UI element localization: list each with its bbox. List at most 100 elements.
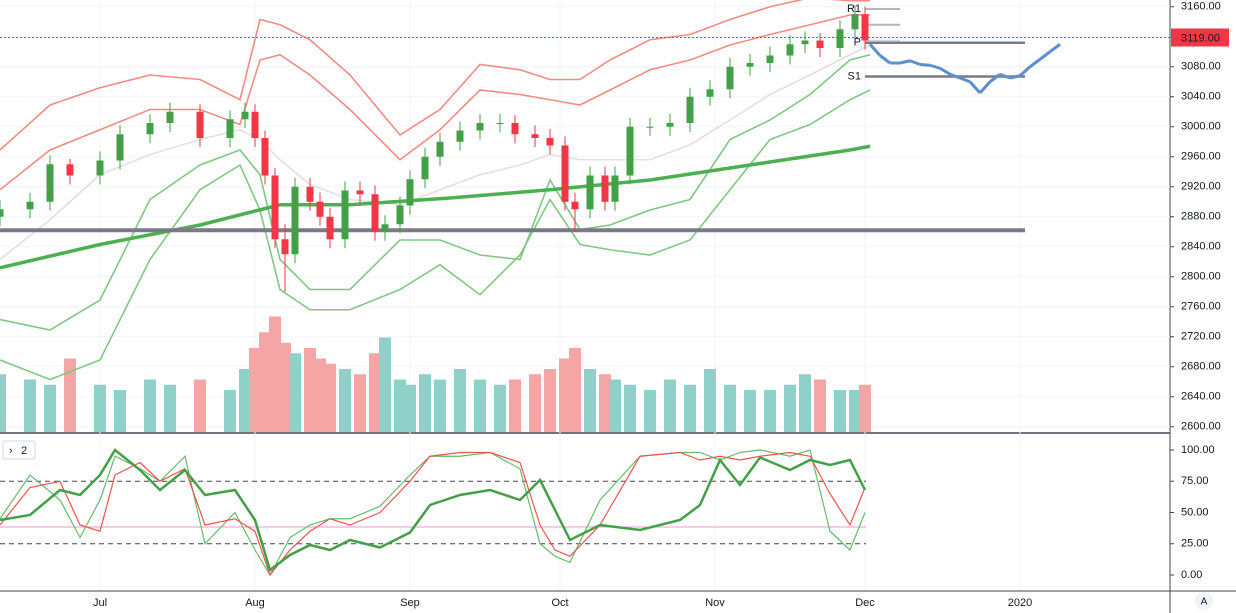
volume-bar <box>474 379 486 432</box>
y-tick-label: 2800.00 <box>1181 271 1221 283</box>
candle-body <box>281 239 289 255</box>
volume-bar <box>324 363 336 432</box>
volume-bar <box>164 384 176 432</box>
forecast-step <box>939 66 951 76</box>
forecast-step <box>929 63 941 70</box>
candle-body <box>26 201 34 210</box>
volume-bar <box>259 332 271 432</box>
volume-bar <box>544 369 556 432</box>
candle-body <box>571 201 579 210</box>
level-label: R1 <box>847 3 861 15</box>
x-tick-label: Dec <box>855 597 875 609</box>
volume-bar <box>454 369 466 432</box>
volume-bar <box>494 384 506 432</box>
volume-bar <box>559 358 571 432</box>
forecast-step <box>868 43 882 57</box>
candle-body <box>531 134 539 138</box>
candle-body <box>686 96 694 123</box>
candle-body <box>511 123 519 135</box>
candle-body <box>196 111 204 138</box>
y-tick-label: 2720.00 <box>1181 331 1221 343</box>
auto-scale-label: A <box>1201 597 1208 608</box>
y2-tick-label: 50.00 <box>1181 506 1209 518</box>
volume-bar <box>249 348 261 432</box>
indicator-toggle[interactable] <box>2 440 36 460</box>
forecast-step <box>949 72 961 80</box>
y2-tick-label: 25.00 <box>1181 538 1209 550</box>
candle-body <box>146 123 154 135</box>
candle-body <box>476 123 484 131</box>
volume-bar <box>194 379 206 432</box>
candle-body <box>271 175 279 240</box>
volume-bar <box>339 369 351 432</box>
y-tick-label: 2920.00 <box>1181 181 1221 193</box>
y-tick-label: 2600.00 <box>1181 421 1221 433</box>
y2-tick-label: 0.00 <box>1181 569 1202 581</box>
candle-body <box>436 141 444 157</box>
indicator-line <box>0 53 871 331</box>
candle-body <box>601 175 609 202</box>
volume-bar <box>44 384 56 432</box>
volume-bar <box>24 379 36 432</box>
volume-bar <box>599 374 611 432</box>
indicator-line <box>0 14 870 191</box>
volume-bar <box>684 384 696 432</box>
candle-body <box>166 111 174 123</box>
volume-bar <box>239 369 251 432</box>
forecast-step <box>1009 74 1021 80</box>
volume-bar <box>379 337 391 432</box>
y-tick-label: 2680.00 <box>1181 361 1221 373</box>
volume-bar <box>849 390 861 432</box>
candle-body <box>261 138 269 176</box>
level-label: S1 <box>848 70 861 82</box>
candle-body <box>226 119 234 138</box>
candle-body <box>46 164 54 202</box>
candle-body <box>646 126 654 128</box>
y-tick-label: 3040.00 <box>1181 91 1221 103</box>
level-label: P <box>854 37 861 49</box>
forecast-step <box>879 54 891 65</box>
candle-body <box>861 14 869 41</box>
volume-bar <box>369 353 381 432</box>
volume-bar <box>304 348 316 432</box>
forecast-step <box>899 59 911 65</box>
volume-bar <box>744 390 756 432</box>
volume-bar <box>114 390 126 432</box>
candle-body <box>626 126 634 176</box>
candle-body <box>306 186 314 202</box>
volume-bar <box>799 374 811 432</box>
candle-body <box>746 63 754 67</box>
volume-bar <box>224 390 236 432</box>
candle-body <box>786 44 794 56</box>
candle-body <box>706 89 714 97</box>
candle-body <box>66 164 74 176</box>
volume-bar <box>0 374 6 432</box>
candle-body <box>816 40 824 48</box>
forecast-step <box>989 73 1001 83</box>
indicator-line <box>0 89 871 381</box>
forecast-step <box>1049 43 1061 53</box>
volume-bar <box>664 379 676 432</box>
candle-body <box>396 205 404 225</box>
candle-body <box>371 194 379 232</box>
volume-bar <box>64 358 76 432</box>
y-tick-label: 3080.00 <box>1181 61 1221 73</box>
x-tick-label: Oct <box>551 597 568 609</box>
candle-body <box>851 14 859 30</box>
auto-scale-button[interactable] <box>1195 592 1213 610</box>
forecast-step <box>919 63 931 67</box>
volume-bar <box>834 390 846 432</box>
y-tick-label: 3160.00 <box>1181 1 1221 13</box>
volume-bar <box>764 390 776 432</box>
volume-bar <box>279 342 291 432</box>
volume-bar <box>814 379 826 432</box>
candle-body <box>496 123 504 124</box>
volume-bar <box>859 384 871 432</box>
volume-bar <box>434 379 446 432</box>
candle-body <box>586 175 594 210</box>
candle-body <box>381 224 389 232</box>
candle-body <box>316 201 324 217</box>
x-tick-label: Nov <box>705 597 725 609</box>
candle-body <box>546 138 554 146</box>
candle-body <box>611 175 619 202</box>
